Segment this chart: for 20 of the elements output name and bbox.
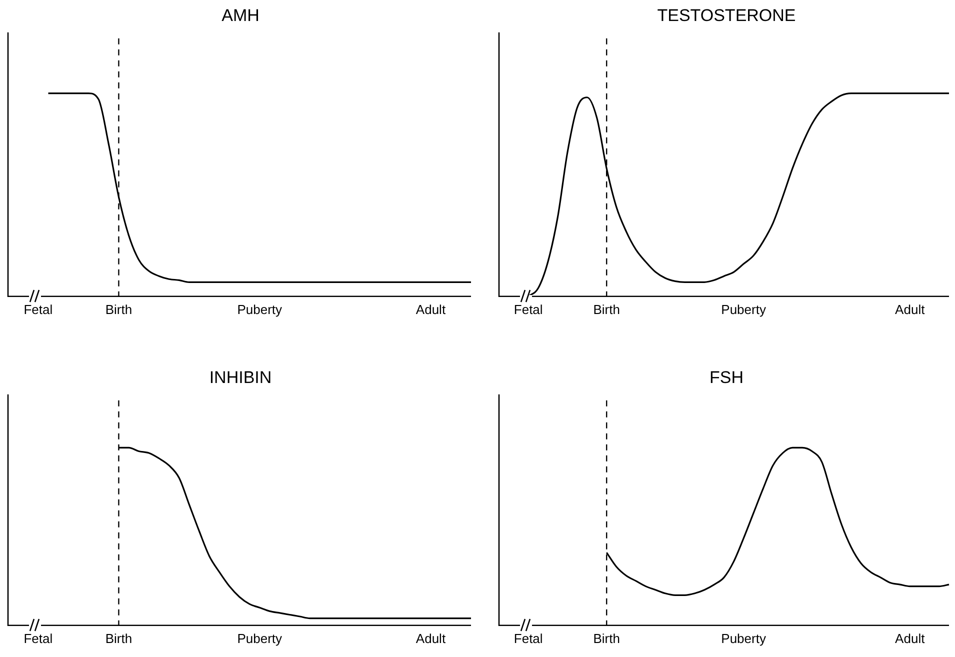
chart-title: AMH <box>222 6 260 25</box>
x-tick-label: Birth <box>593 630 620 646</box>
x-tick-label: Adult <box>416 302 446 317</box>
chart-title: FSH <box>710 368 744 387</box>
chart-title: TESTOSTERONE <box>657 6 796 25</box>
x-tick-label: Fetal <box>24 630 53 646</box>
x-tick-label: Birth <box>105 630 132 646</box>
x-tick-label: Fetal <box>24 302 53 317</box>
x-tick-label: Adult <box>895 630 926 646</box>
x-tick-label: Birth <box>105 302 132 317</box>
x-tick-label: Adult <box>895 302 926 317</box>
x-tick-label: Puberty <box>721 302 766 317</box>
chart-title: INHIBIN <box>209 368 272 387</box>
x-tick-label: Puberty <box>237 302 283 317</box>
x-tick-label: Fetal <box>514 630 543 646</box>
x-tick-label: Puberty <box>237 630 283 646</box>
x-tick-label: Puberty <box>721 630 766 646</box>
x-tick-label: Birth <box>593 302 620 317</box>
x-tick-label: Adult <box>416 630 446 646</box>
x-tick-label: Fetal <box>514 302 543 317</box>
